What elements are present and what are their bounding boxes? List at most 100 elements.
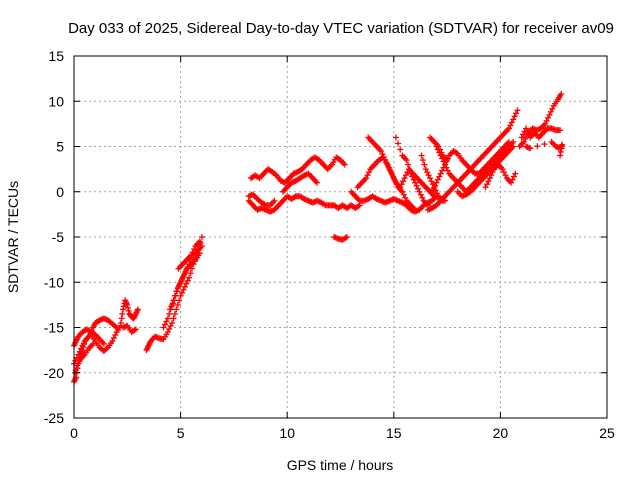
series-arc-f4 [392,134,431,209]
data-point [508,179,515,186]
data-point [343,234,350,240]
data-point [432,187,439,194]
x-tick-label: 0 [70,425,78,441]
series-arc-g4 [418,152,446,204]
data-point [188,252,195,259]
data-point [110,335,117,342]
data-point [392,134,399,141]
data-point [416,188,423,195]
y-tick-label: 15 [48,48,64,64]
data-point [118,315,125,322]
data-point [187,270,194,277]
data-point [510,173,517,180]
series-arc-c4 [175,238,203,272]
data-point [120,306,127,313]
y-tick-label: -10 [44,274,64,290]
data-point [383,160,390,167]
data-point [435,143,442,150]
data-point [393,181,400,188]
y-tick-label: -20 [44,365,64,381]
data-point [500,169,507,176]
data-point [410,176,417,183]
series-arc-d1 [245,193,363,215]
data-point [191,246,198,253]
data-point [167,322,174,329]
data-point [518,134,525,141]
x-tick-labels: 0 5 10 15 20 25 [70,425,615,441]
data-point [169,300,176,307]
data-point [90,340,97,347]
data-point [117,319,124,326]
data-point [547,108,554,115]
data-point [392,178,399,185]
data-point [557,148,564,155]
data-point [166,326,173,333]
data-point [400,191,407,198]
data-point [181,283,188,290]
data-point [557,127,564,134]
y-tick-labels: -25 -20 -15 -10 -5 0 5 10 15 [44,48,64,426]
data-point [482,184,489,191]
series-arc-h3 [522,138,566,159]
data-point [132,326,139,333]
data-point [419,157,426,164]
series-arc-g5 [427,134,451,164]
data-point [395,140,402,147]
data-point [489,169,496,176]
data-point [198,243,205,250]
data-point [379,151,386,158]
data-point [166,306,173,313]
y-tick-label: -15 [44,320,64,336]
data-point [181,271,188,278]
data-point [522,125,529,132]
series-arc-d4 [279,170,321,195]
data-point [407,170,414,177]
data-point [412,206,419,213]
y-tick-label: 5 [56,139,64,155]
data-point [433,179,440,186]
data-point [437,170,444,177]
data-point [75,351,82,358]
data-point [511,113,518,120]
data-point [109,338,116,345]
axis-ticks [73,55,608,419]
series-arc-d3 [247,154,348,186]
data-point [427,175,434,182]
data-point [179,289,186,296]
data-point [422,166,429,173]
data-point [175,283,182,290]
data-point [78,345,85,352]
data-point [161,321,168,328]
data-point [439,167,446,174]
data-point [403,157,410,164]
data-point [557,152,564,159]
data-point [505,125,512,132]
data-point [160,324,167,331]
data-point [314,179,321,186]
x-tick-label: 10 [279,425,295,441]
data-point [425,172,432,179]
data-point [486,175,493,182]
series-arc-g7 [482,161,519,191]
data-point [271,197,278,204]
chart-title: Day 033 of 2025, Sidereal Day-to-day VTE… [68,20,614,37]
data-point [483,181,490,188]
data-point [443,164,450,171]
data-point [559,141,566,148]
data-point [436,173,443,180]
data-point [546,111,553,118]
data-point [196,250,203,257]
data-point [390,175,397,182]
y-tick-label: -25 [44,410,64,426]
data-point [76,348,83,355]
data-point [510,143,517,150]
data-point [558,145,565,152]
data-point [341,161,348,168]
data-point [174,301,181,308]
data-point [387,169,394,176]
data-point [434,190,441,197]
grid-lines [74,56,607,418]
data-point [514,107,521,114]
data-point [499,166,506,173]
data-point [119,310,126,317]
